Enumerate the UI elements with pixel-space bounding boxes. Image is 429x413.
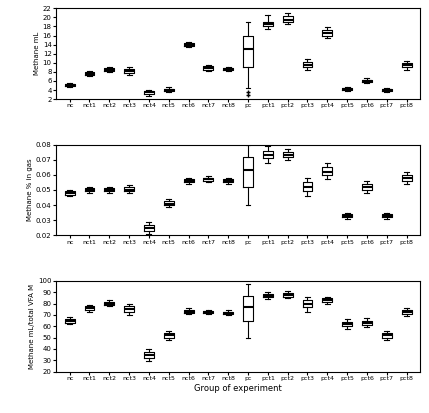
Y-axis label: Methane mL/total VFA M: Methane mL/total VFA M bbox=[29, 284, 35, 369]
Y-axis label: Methane % in gas: Methane % in gas bbox=[27, 159, 33, 221]
Y-axis label: Methane mL: Methane mL bbox=[34, 32, 40, 76]
X-axis label: Group of experiment: Group of experiment bbox=[194, 384, 282, 393]
